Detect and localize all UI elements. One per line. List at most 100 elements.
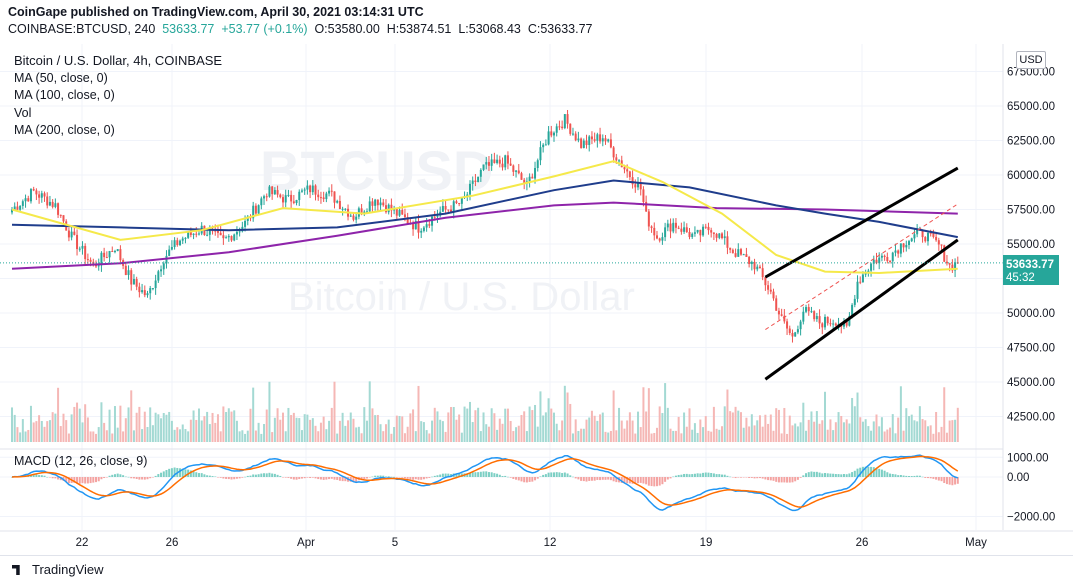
macd-signal-line [11,455,959,508]
candle-body [254,205,257,214]
macd-histogram-bar [777,477,780,483]
candle-body [899,243,902,254]
macd-histogram-bar [290,477,293,479]
macd-histogram-bar [571,476,574,478]
macd-histogram-bar [607,477,610,480]
macd-histogram-bar [832,473,835,477]
currency-button[interactable]: USD [1016,51,1046,69]
candle-body [544,144,547,146]
macd-histogram-bar [420,477,423,480]
candle-body [165,255,168,264]
candle-body [271,186,274,195]
legend-ma100[interactable]: MA (100, close, 0) [14,88,115,102]
macd-histogram-bar [596,477,599,480]
price-tick-label: 50000.00 [1007,308,1055,320]
macd-histogram-bar [97,477,100,482]
macd-histogram-bar [268,472,271,477]
volume-bar [355,427,358,442]
volume-bar [528,406,531,442]
volume-bar [184,429,187,442]
candle-body [506,155,509,164]
volume-bar [677,416,680,442]
volume-bar [637,411,640,442]
candle-body [235,231,238,235]
macd-histogram-bar [772,477,775,481]
candle-body [875,259,878,264]
candle-body [135,279,138,287]
tradingview-brand[interactable]: TradingView [12,562,104,577]
legend-ma50[interactable]: MA (50, close, 0) [14,70,108,85]
macd-histogram-bar [712,473,715,477]
candle-body [38,194,41,198]
candle-body [436,215,439,217]
candle-body [181,238,184,241]
volume-bar [138,406,141,442]
macd-histogram-bar [721,474,724,477]
candle-body [745,254,748,257]
macd-histogram-bar [276,474,279,477]
legend-vol[interactable]: Vol [14,105,32,120]
volume-bar [688,408,691,442]
volume-bar [834,422,837,442]
macd-histogram-bar [282,477,284,478]
candle-body [609,139,612,148]
candle-body [550,131,553,136]
volume-bar [168,411,171,442]
volume-bar [35,421,38,442]
candle-body [282,197,284,203]
candle-body [558,126,561,128]
macd-histogram-bar [948,477,951,485]
candle-body [818,316,821,324]
macd-histogram-bar [902,475,905,477]
macd-histogram-bar [899,474,902,477]
macd-histogram-bar [92,477,95,483]
publisher-line: CoinGape published on TradingView.com, A… [8,5,424,19]
legend-ma200[interactable]: MA (200, close, 0) [14,123,115,137]
candle-body [395,208,398,216]
candle-body [758,266,761,269]
volume-bar [16,427,19,442]
volume-bar [382,431,385,442]
volume-bar [832,430,835,442]
macd-histogram-bar [929,477,932,479]
candle-body [132,279,135,285]
volume-bar [764,414,767,442]
volume-bar [683,412,686,442]
volume-bar [406,426,409,442]
candle-body [179,240,182,246]
volume-bar [515,427,518,442]
macd-histogram-bar [122,475,125,477]
price-chart[interactable]: BTCUSD Bitcoin / U.S. Dollar 42500.00 450… [0,0,1073,555]
macd-histogram-bar [566,473,569,477]
last-price: 53633.77 [162,22,215,36]
macd-histogram-bar [441,473,444,477]
volume-bar [910,414,913,442]
macd-histogram-bar [444,473,447,477]
macd-histogram-bar [604,477,607,480]
watermark-name: Bitcoin / U.S. Dollar [288,275,635,319]
volume-bar [948,420,951,442]
candle-body [731,249,734,254]
macd-legend[interactable]: MACD (12, 26, close, 9) [14,454,148,468]
macd-histogram-bar [639,477,642,483]
macd-histogram-bar [734,477,737,479]
volume-bar [387,419,390,442]
candle-body [534,168,537,179]
macd-histogram-bar [655,477,658,487]
candle-body [715,233,718,238]
volume-bar [235,420,238,442]
volume-bar [46,421,49,442]
volume-bar [902,430,905,442]
volume-bar [81,422,84,442]
candle-body [848,316,851,326]
volume-bar [330,407,333,442]
volume-bar [954,419,957,442]
candle-body [13,206,16,210]
candle-body [422,227,425,231]
volume-bar [753,425,756,442]
volume-bar [282,412,284,442]
macd-histogram-bar [35,474,38,477]
volume-bar [618,407,621,442]
price-tick-label: 55000.00 [1007,239,1055,251]
volume-bar [306,414,309,442]
